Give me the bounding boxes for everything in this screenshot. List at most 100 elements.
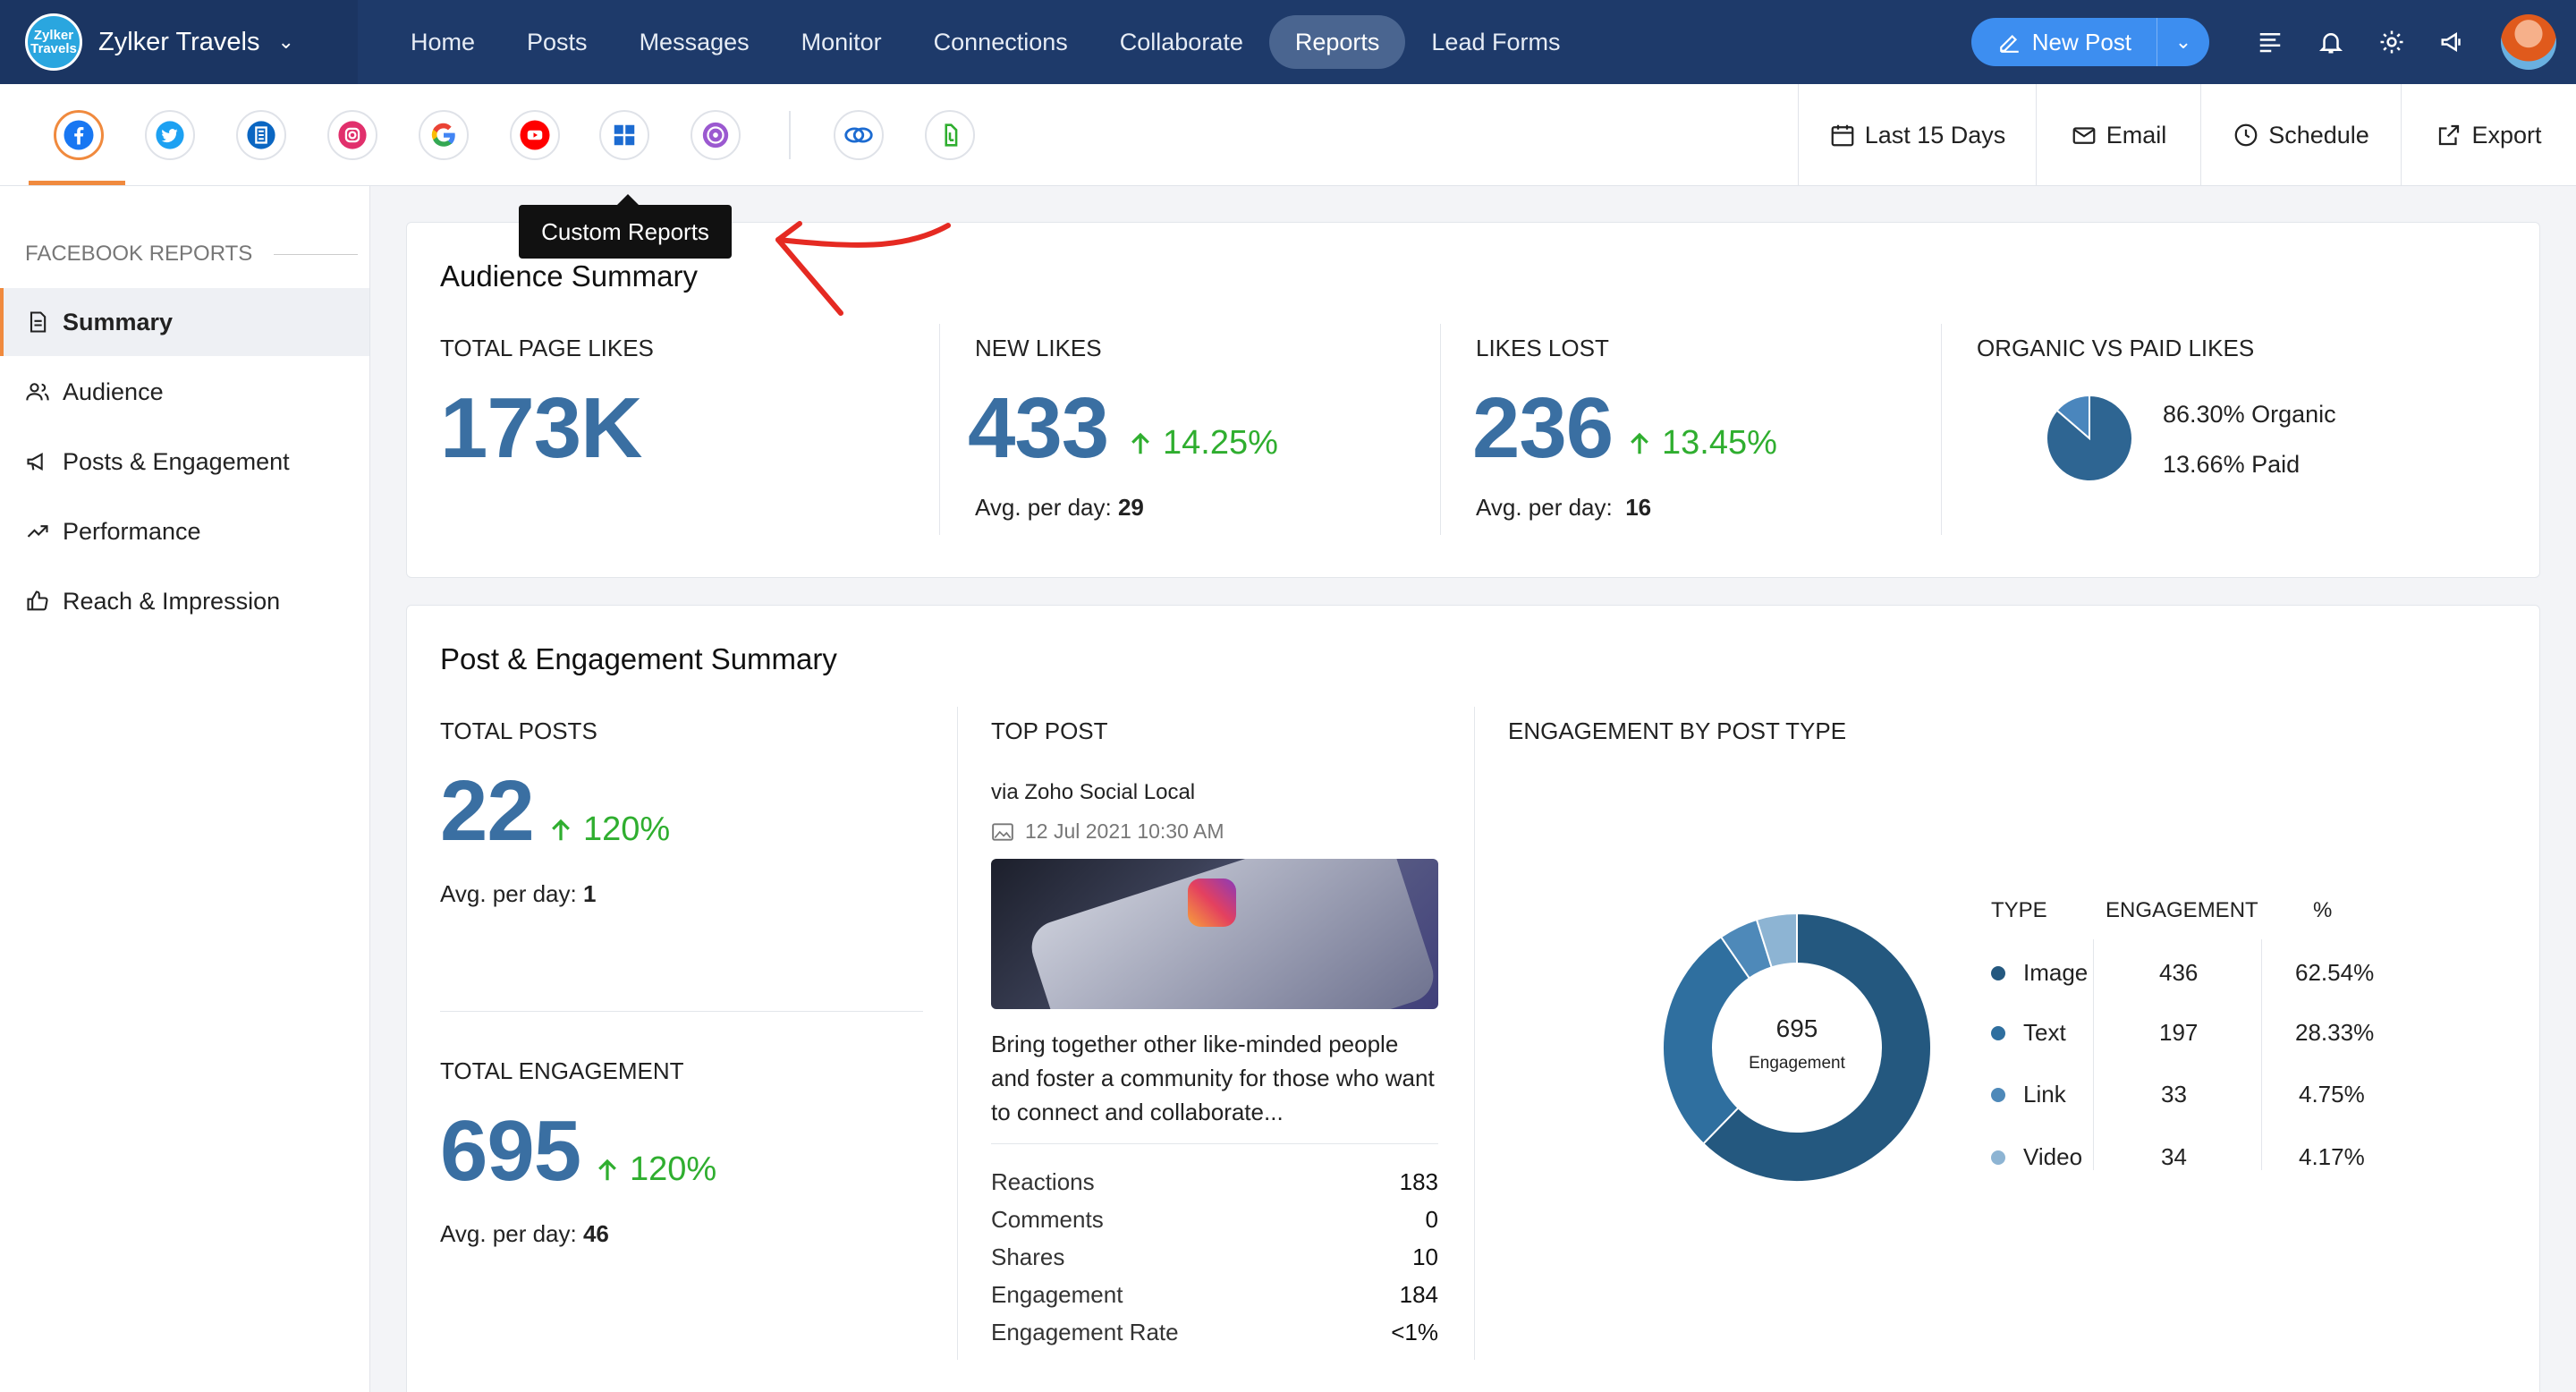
legend-dot-link [1991, 1088, 2005, 1102]
channel-custom-reports[interactable] [599, 110, 649, 160]
email-button[interactable]: Email [2036, 84, 2200, 186]
active-channel-indicator [29, 181, 125, 185]
donut-center-value: 695 [1775, 1014, 1818, 1042]
arrow-up-icon [1631, 432, 1648, 454]
building-icon [247, 121, 275, 149]
trend-icon [27, 525, 48, 538]
top-post-date: 12 Jul 2021 10:30 AM [991, 819, 1224, 844]
nav-collaborate[interactable]: Collaborate [1119, 28, 1243, 55]
row-text-type: Text [2023, 1019, 2066, 1046]
date-range-button[interactable]: Last 15 Days [1798, 84, 2036, 186]
document-icon [30, 311, 47, 333]
nav-reports[interactable]: Reports [1268, 15, 1406, 69]
channel-instagram[interactable] [327, 110, 377, 160]
arrow-up-icon [598, 1159, 616, 1180]
likes-lost-label: LIKES LOST [1476, 335, 1609, 361]
sidebar-item-label: Reach & Impression [63, 587, 281, 615]
legend-dot-image [1991, 966, 2005, 980]
sidebar-item-label: Performance [63, 517, 201, 545]
clock-icon [2234, 123, 2258, 147]
nav-posts[interactable]: Posts [527, 28, 588, 55]
google-icon [431, 123, 455, 147]
menu-list-icon[interactable] [2240, 29, 2301, 55]
image-icon [992, 822, 1013, 841]
post-engagement-title: Post & Engagement Summary [440, 642, 837, 675]
channel-youtube[interactable] [510, 110, 560, 160]
row-text-percent: 28.33% [2295, 1019, 2375, 1046]
total-posts-delta: 120% [547, 811, 670, 849]
row-link-engagement: 33 [2161, 1081, 2187, 1108]
pie-slice-organic [2046, 394, 2133, 482]
export-button[interactable]: Export [2401, 84, 2576, 186]
total-engagement-label: TOTAL ENGAGEMENT [440, 1057, 684, 1084]
channel-separator [789, 111, 791, 159]
new-post-dropdown[interactable]: ⌄ [2174, 30, 2192, 53]
top-post-image[interactable] [991, 859, 1438, 1009]
channel-google[interactable] [419, 110, 469, 160]
pencil-icon [1999, 34, 2019, 53]
new-likes-delta: 14.25% [1127, 424, 1278, 463]
engagement-by-type-label: ENGAGEMENT BY POST TYPE [1508, 717, 1847, 744]
channel-zoho-bookings[interactable] [925, 110, 975, 160]
brand-name: Zylker Travels [98, 27, 260, 56]
sidebar-item-performance[interactable]: Performance [0, 497, 369, 565]
channel-twitter[interactable] [145, 110, 195, 160]
top-navigation: Zylker Travels Zylker Travels ⌄ Home Pos… [0, 0, 2576, 84]
nav-messages[interactable]: Messages [639, 28, 750, 55]
likes-lost-delta: 13.45% [1626, 424, 1777, 463]
donut-slice-text [1662, 935, 1751, 1145]
megaphone-icon[interactable] [2422, 29, 2483, 55]
total-posts-value: 22 [440, 763, 535, 859]
nav-connections[interactable]: Connections [933, 28, 1068, 55]
audience-summary-title: Audience Summary [440, 259, 698, 293]
gear-icon[interactable] [2361, 29, 2422, 55]
sidebar-item-summary[interactable]: Summary [0, 288, 369, 356]
divider [991, 1143, 1438, 1144]
chevron-down-icon: ⌄ [277, 30, 294, 53]
target-icon [702, 122, 729, 149]
channel-analytics[interactable] [691, 110, 741, 160]
divider [440, 1011, 923, 1012]
row-video-type: Video [2023, 1143, 2083, 1170]
row-video-percent: 4.17% [2299, 1143, 2365, 1170]
sidebar-item-posts-engagement[interactable]: Posts & Engagement [0, 428, 369, 496]
channel-linkedin-pages[interactable] [236, 110, 286, 160]
new-likes-avg: Avg. per day: 29 [975, 494, 1144, 521]
main-menu: Home Posts Messages Monitor Connections … [385, 15, 1586, 69]
email-label: Email [2106, 121, 2167, 149]
top-post-text[interactable]: Bring together other like-minded people … [991, 1031, 1435, 1125]
top-post-stat-comments: Comments 0 [991, 1206, 1438, 1233]
sidebar-item-audience[interactable]: Audience [0, 358, 369, 426]
sidebar-item-reach-impression[interactable]: Reach & Impression [0, 567, 369, 635]
new-post-button[interactable]: New Post ⌄ [1970, 18, 2209, 66]
total-engagement-value: 695 [440, 1103, 581, 1199]
user-avatar[interactable] [2501, 14, 2556, 70]
nav-lead-forms[interactable]: Lead Forms [1431, 28, 1561, 55]
nav-monitor[interactable]: Monitor [801, 28, 882, 55]
nav-home[interactable]: Home [411, 28, 476, 55]
top-post-stat-engagement: Engagement 184 [991, 1281, 1438, 1308]
brand-switcher[interactable]: Zylker Travels Zylker Travels ⌄ [0, 0, 358, 84]
bell-icon[interactable] [2301, 29, 2361, 55]
instagram-icon [338, 121, 367, 149]
new-post-main[interactable]: New Post [1971, 18, 2157, 66]
arrow-up-icon [1131, 432, 1149, 454]
donut-center-label: Engagement [1749, 1054, 1845, 1073]
audience-summary-card [406, 222, 2540, 578]
custom-reports-tooltip: Custom Reports [519, 194, 732, 259]
divider [957, 707, 958, 1360]
envelope-icon [2072, 127, 2096, 144]
channel-facebook[interactable] [54, 110, 104, 160]
row-link-type: Link [2023, 1081, 2066, 1108]
row-image-percent: 62.54% [2295, 959, 2375, 986]
bookings-icon [945, 123, 958, 147]
new-likes-label: NEW LIKES [975, 335, 1102, 361]
top-post-label: TOP POST [991, 717, 1108, 744]
column-divider [2261, 939, 2262, 1170]
table-header-type: TYPE [1991, 898, 2047, 922]
channel-toolbar: Last 15 Days Email Schedule Export [0, 84, 2576, 186]
new-post-label: New Post [2031, 28, 2131, 55]
channel-zoho-crm[interactable] [834, 110, 884, 160]
schedule-button[interactable]: Schedule [2200, 84, 2401, 186]
row-link-percent: 4.75% [2299, 1081, 2365, 1108]
